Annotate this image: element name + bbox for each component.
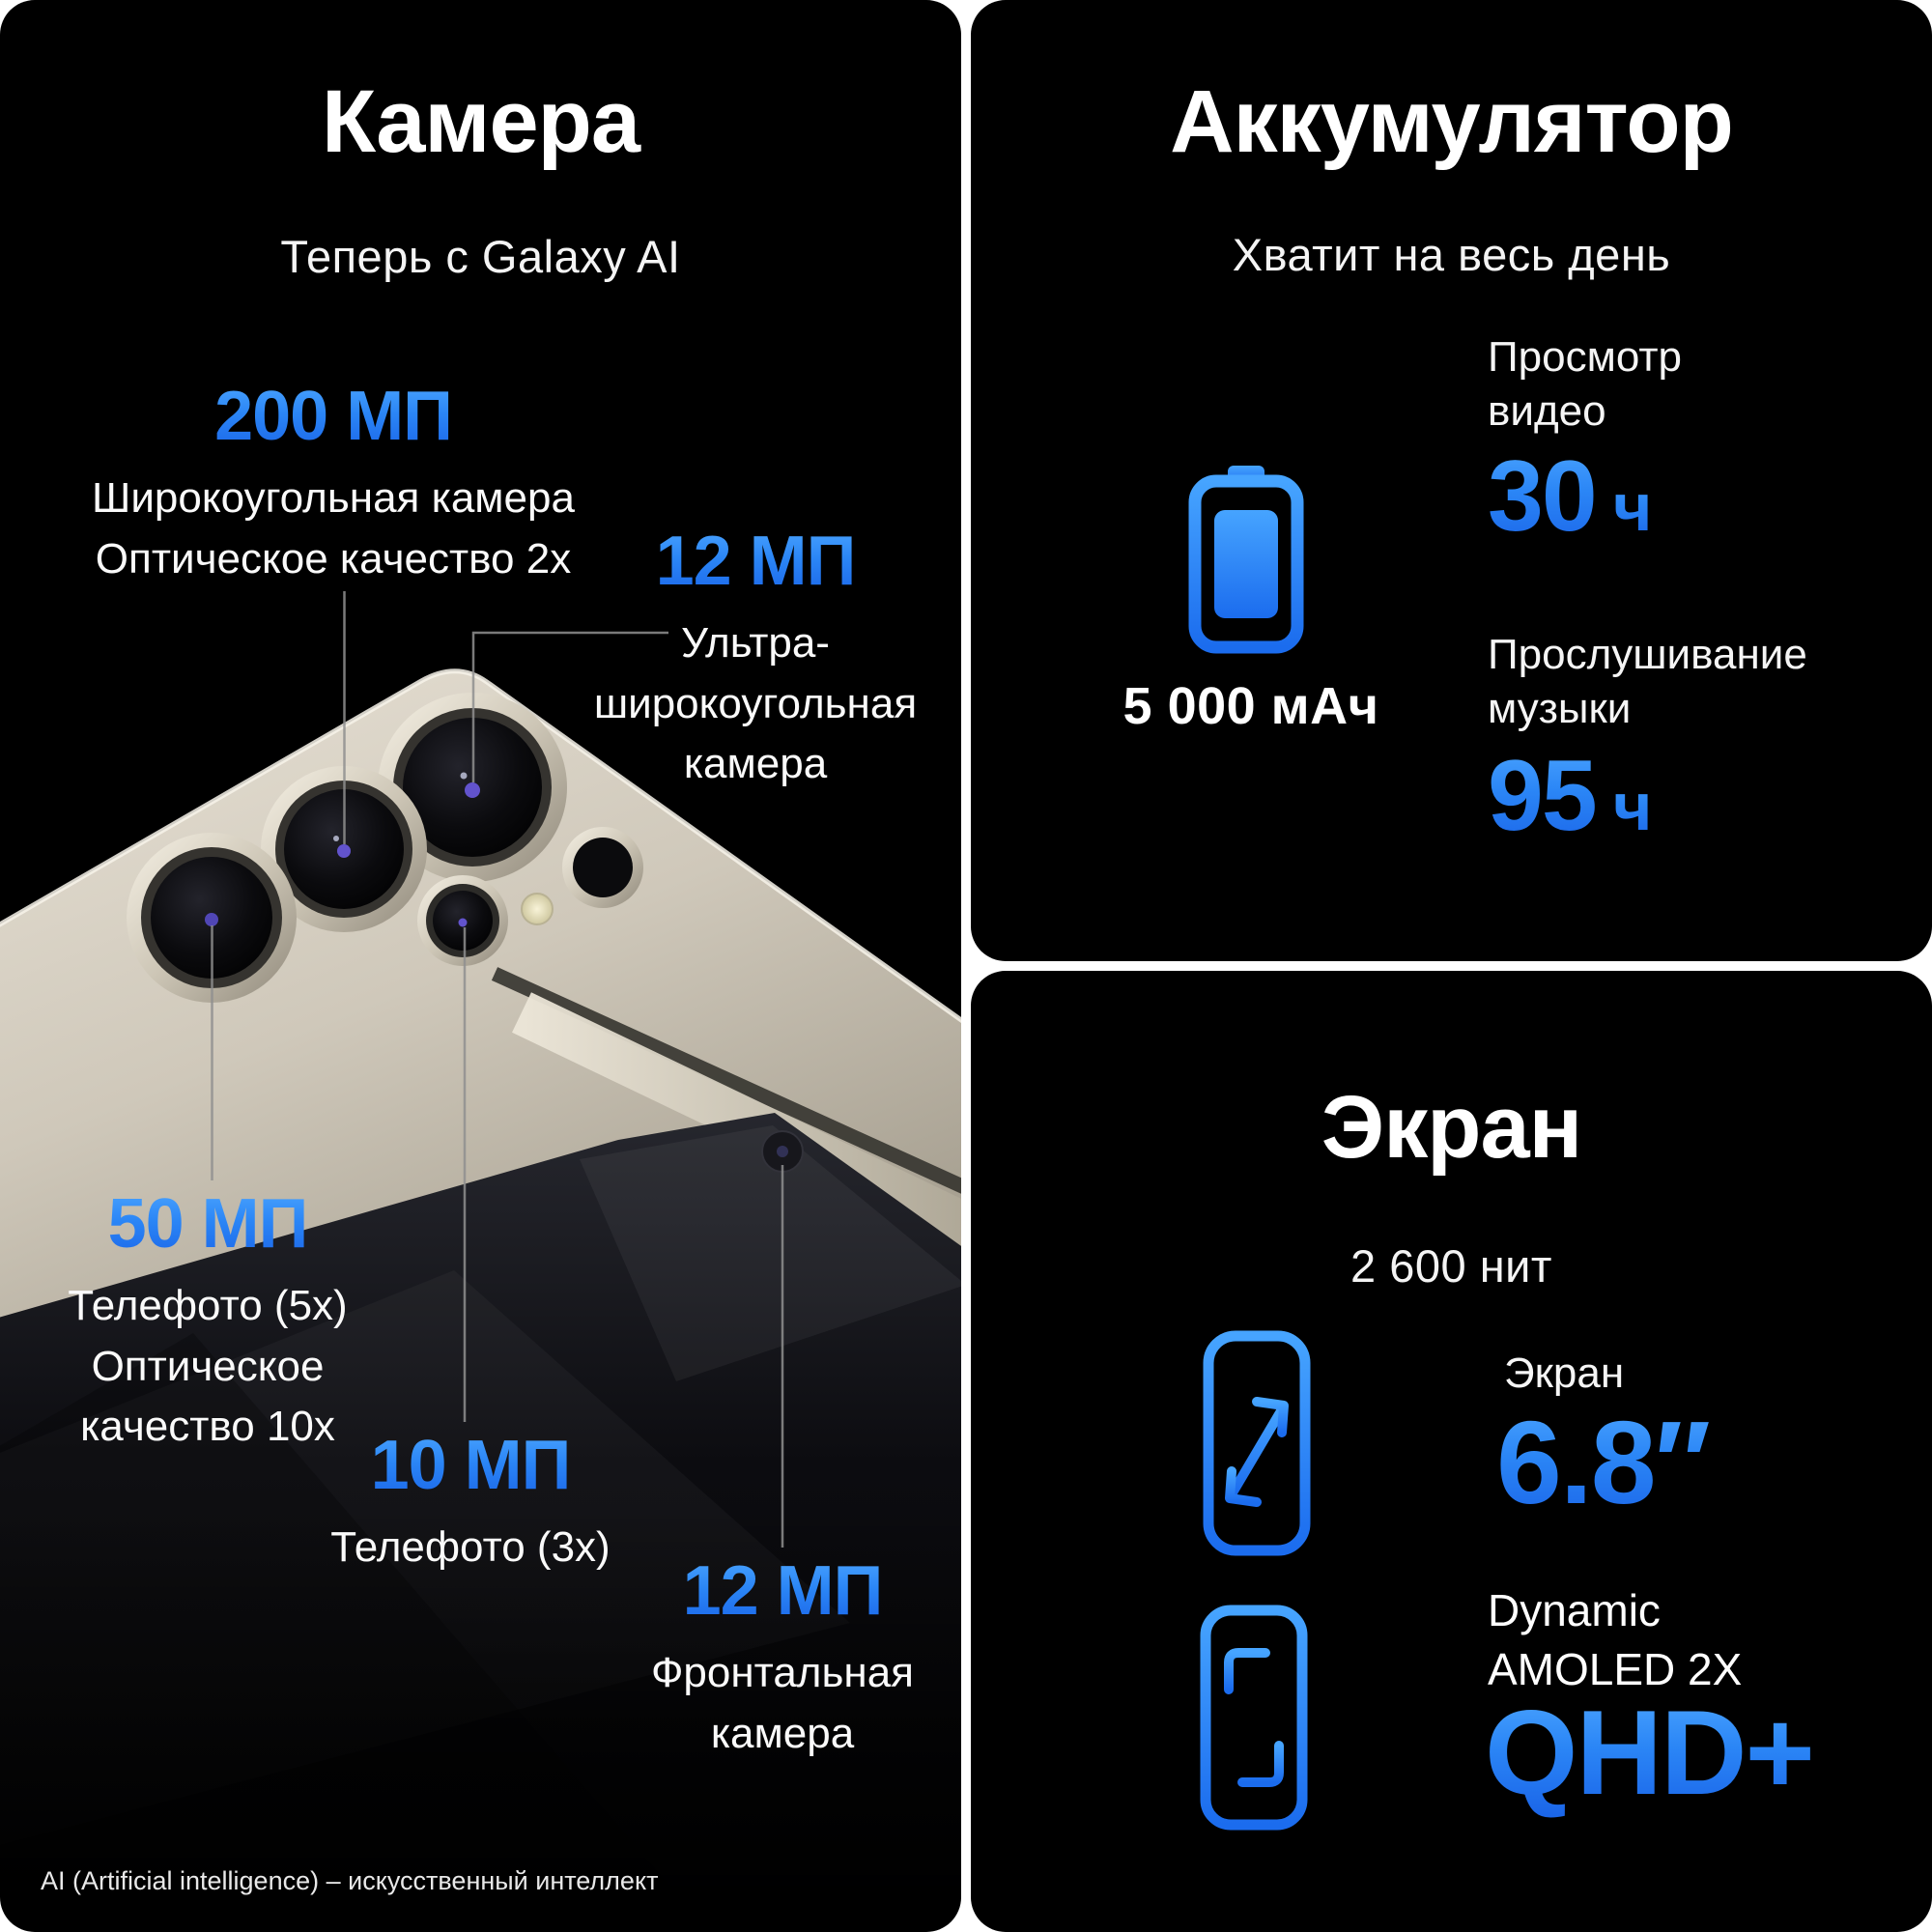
telephoto3x-lens [417, 875, 508, 966]
screen-diagonal-icon [1203, 1330, 1311, 1556]
amoled-screen-icon [1200, 1605, 1308, 1831]
camera-panel: Камера Теперь с Galaxy AI 200 МП Широкоу… [0, 0, 961, 1932]
stat-music-label: Прослушивание музыки [1488, 631, 1807, 732]
spec-wide-value: 200 МП [0, 378, 667, 455]
stat-music-value: 95 ч [1488, 740, 1653, 852]
screen-size-label: Экран [1504, 1350, 1625, 1397]
spec-front: 12 МП Фронтальная камера [570, 1552, 961, 1764]
ai-footnote: AI (Artificial intelligence) – искусстве… [41, 1866, 659, 1895]
camera-title: Камера [321, 72, 640, 171]
spec-wide: 200 МП Широкоугольная камера Оптическое … [0, 378, 667, 589]
battery-subtitle: Хватит на весь день [1232, 229, 1671, 280]
wide-lens [261, 766, 427, 932]
spec-tele5x: 50 МП Телефото (5x) Оптическое качество … [0, 1185, 415, 1458]
sensor-dot [562, 827, 643, 908]
display-panel: Экран 2 600 нит Экран 6.8″ [971, 971, 1932, 1932]
panel-resolution-value: QHD+ [1485, 1687, 1815, 1820]
stat-video-label: Просмотр видео [1488, 333, 1682, 435]
flash-dot [521, 893, 554, 925]
screen-size-value: 6.8″ [1496, 1397, 1711, 1528]
battery-title: Аккумулятор [1170, 72, 1734, 171]
spec-ultrawide: 12 МП Ультра- широкоугольная камера [514, 523, 961, 795]
display-subtitle: 2 600 нит [1350, 1240, 1552, 1292]
battery-capacity: 5 000 мАч [1122, 677, 1379, 735]
battery-panel: Аккумулятор Хватит на весь день 5 000 мА… [971, 0, 1932, 961]
spec-tele3x-value: 10 МП [258, 1427, 683, 1504]
display-title: Экран [1321, 1078, 1582, 1177]
spec-ultrawide-value: 12 МП [514, 523, 961, 600]
spec-tele3x: 10 МП Телефото (3x) [258, 1427, 683, 1578]
battery-icon [1188, 466, 1304, 654]
panel-type-label: Dynamic AMOLED 2X [1488, 1585, 1743, 1694]
stat-video-value: 30 ч [1488, 440, 1653, 553]
spec-tele5x-value: 50 МП [0, 1185, 415, 1263]
phone-rear-cameras-photo [0, 591, 961, 1893]
callout-lines [211, 591, 784, 1548]
telephoto5x-lens [127, 833, 297, 1003]
spec-front-value: 12 МП [570, 1552, 961, 1630]
camera-subtitle: Теперь с Galaxy AI [280, 231, 681, 282]
